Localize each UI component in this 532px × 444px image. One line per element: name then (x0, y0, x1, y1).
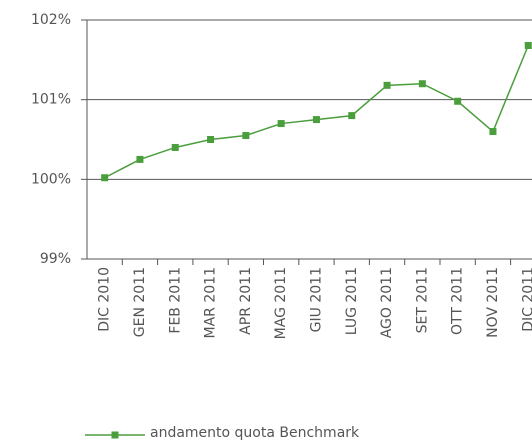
point (524, 41, 532, 49)
point (418, 80, 426, 88)
x-tick-label: AGO 2011 (379, 267, 395, 338)
x-tick-label: LUG 2011 (344, 267, 360, 335)
y-tick-label: 100% (31, 171, 71, 187)
x-tick-label: MAR 2011 (203, 267, 219, 338)
point (454, 97, 462, 105)
x-tick-label: MAG 2011 (273, 267, 289, 339)
y-tick-label: 101% (31, 92, 71, 108)
point (277, 120, 285, 128)
point (207, 136, 215, 143)
point (136, 155, 144, 163)
x-tick-label: OTT 2011 (450, 267, 466, 335)
x-tick-label: GEN 2011 (132, 267, 148, 337)
x-tick-label: APR 2011 (238, 267, 254, 335)
x-tick-label: GIU 2011 (308, 267, 324, 332)
point (348, 112, 356, 120)
point (489, 128, 497, 136)
point (171, 143, 179, 151)
y-tick-label: 102% (31, 12, 71, 28)
point (383, 81, 391, 89)
x-tick-label: DIC 2010 (97, 267, 113, 332)
y-tick-label: 99% (40, 251, 71, 267)
point (312, 116, 320, 124)
point (101, 174, 109, 182)
x-tick-label: NOV 2011 (485, 267, 501, 338)
x-tick-label: FEB 2011 (167, 267, 183, 334)
legend-label: andamento quota Benchmark (150, 425, 360, 441)
x-tick-label: DIC 2011 (520, 267, 532, 332)
point (242, 132, 250, 140)
x-tick-label: SET 2011 (414, 267, 430, 333)
legend-marker (111, 431, 119, 439)
series-line (104, 45, 529, 179)
